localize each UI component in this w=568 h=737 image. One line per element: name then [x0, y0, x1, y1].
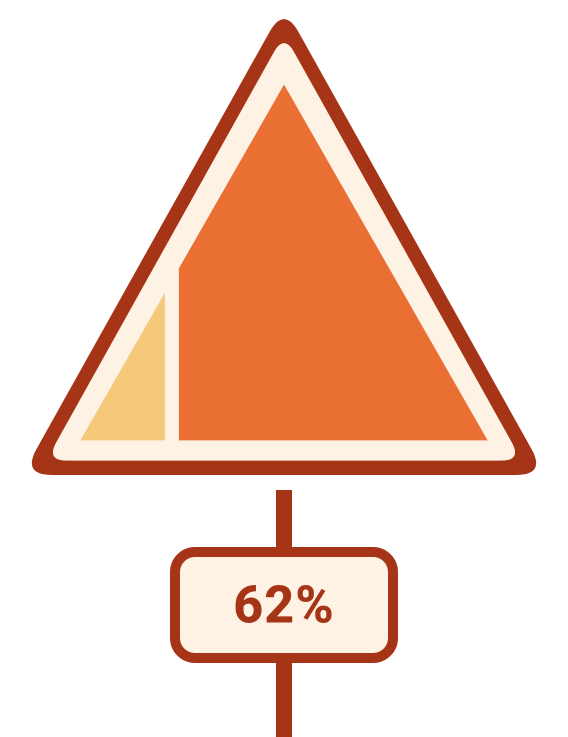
sign-infographic: 62%	[0, 0, 568, 737]
sign-svg: 62%	[0, 0, 568, 737]
percent-value: 62%	[233, 575, 335, 636]
